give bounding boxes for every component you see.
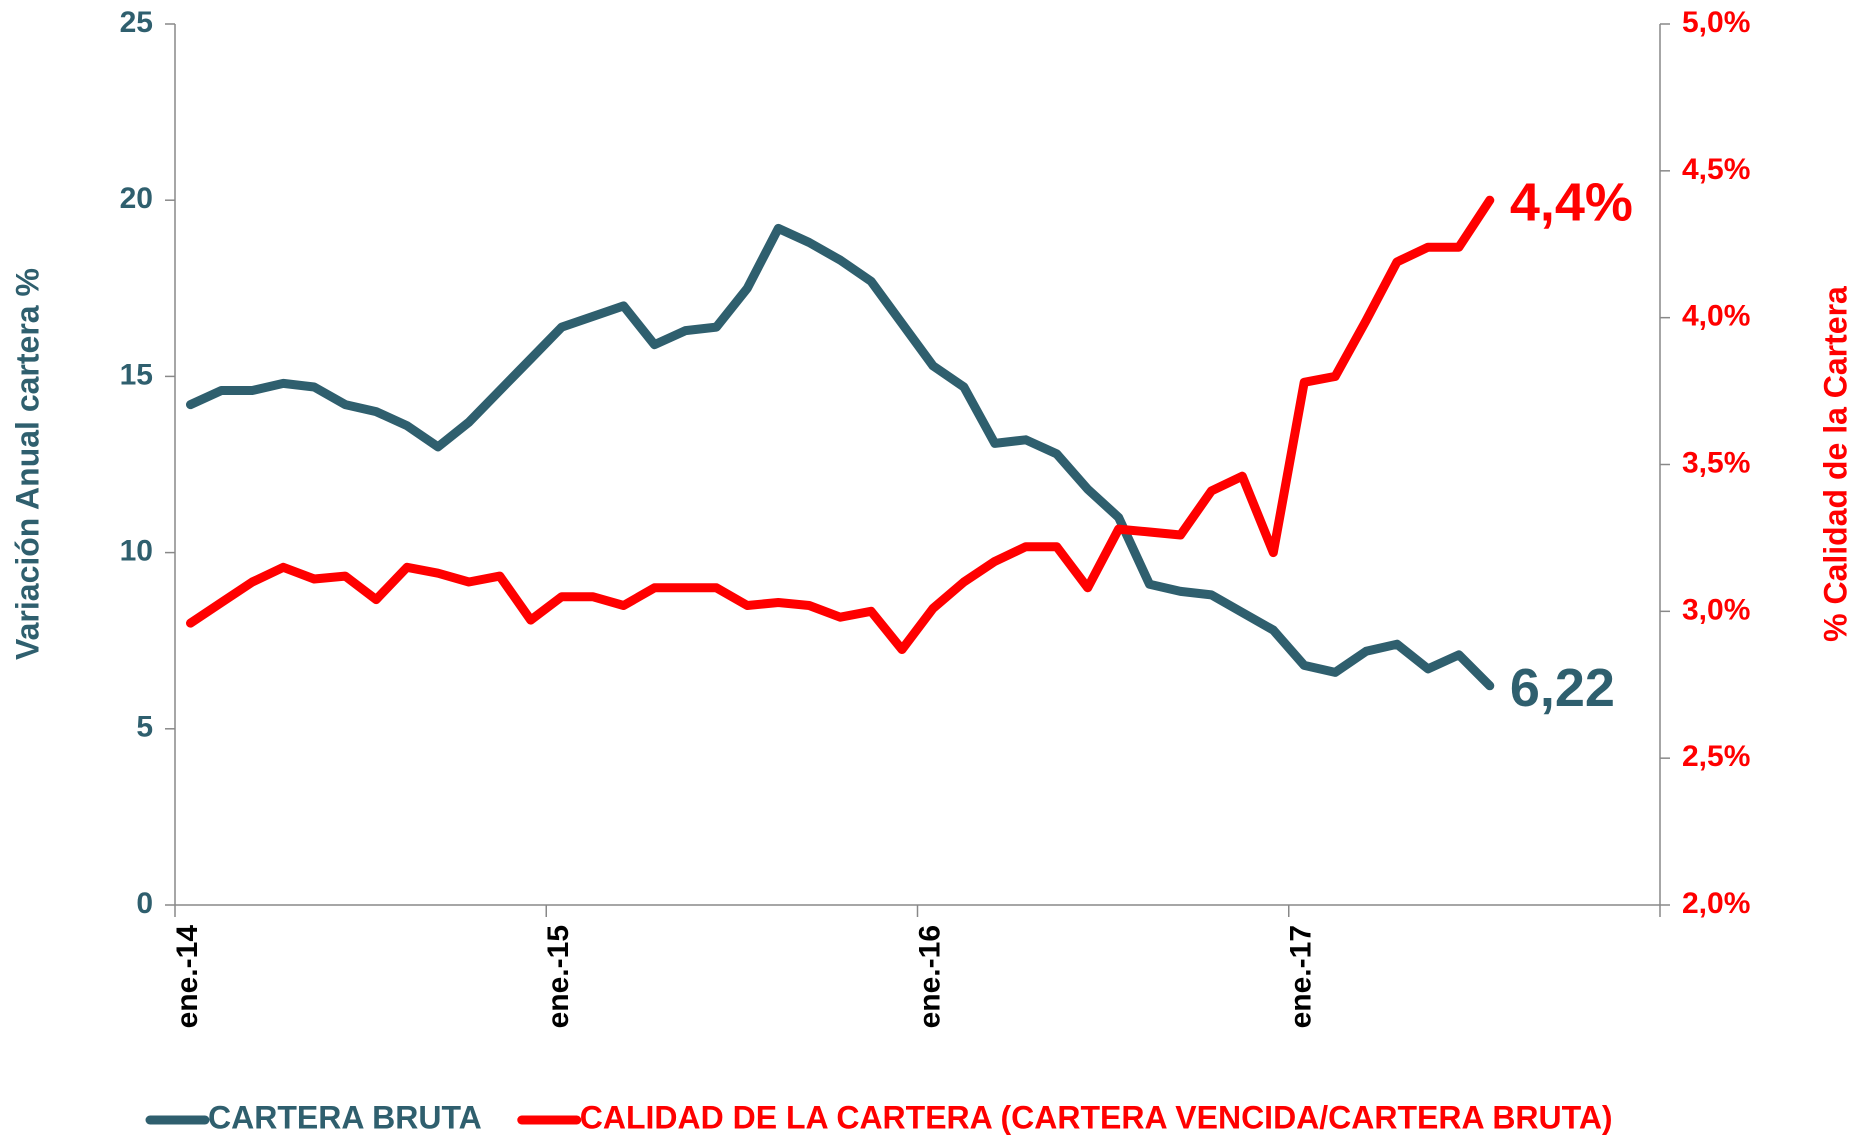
x-tick-label: ene.-17 (1285, 925, 1318, 1028)
legend-label: CARTERA BRUTA (208, 1099, 482, 1135)
x-tick-label: ene.-16 (913, 925, 946, 1028)
y2-axis-label: % Calidad de la Cartera (1817, 286, 1853, 642)
y2-tick-label: 4,5% (1682, 153, 1750, 186)
series-line (186, 195, 1495, 654)
y-tick-label: 0 (136, 887, 153, 920)
y-tick-label: 25 (120, 6, 153, 39)
y-tick-label: 10 (120, 535, 153, 568)
data-label: 4,4% (1510, 172, 1633, 232)
y-tick-label: 15 (120, 358, 153, 391)
series-line (186, 223, 1495, 691)
y-tick-label: 5 (136, 711, 153, 744)
x-tick-label: ene.-15 (542, 925, 575, 1028)
y2-tick-label: 3,5% (1682, 446, 1750, 479)
y-axis-label: Variación Anual cartera % (9, 268, 45, 660)
y2-tick-label: 3,0% (1682, 593, 1750, 626)
y2-tick-label: 2,5% (1682, 740, 1750, 773)
legend-label: CALIDAD DE LA CARTERA (CARTERA VENCIDA/C… (580, 1099, 1613, 1135)
y-tick-label: 20 (120, 182, 153, 215)
data-label: 6,22 (1510, 658, 1615, 718)
y2-tick-label: 4,0% (1682, 300, 1750, 333)
y2-tick-label: 5,0% (1682, 6, 1750, 39)
x-tick-label: ene.-14 (171, 925, 204, 1029)
y2-tick-label: 2,0% (1682, 887, 1750, 920)
